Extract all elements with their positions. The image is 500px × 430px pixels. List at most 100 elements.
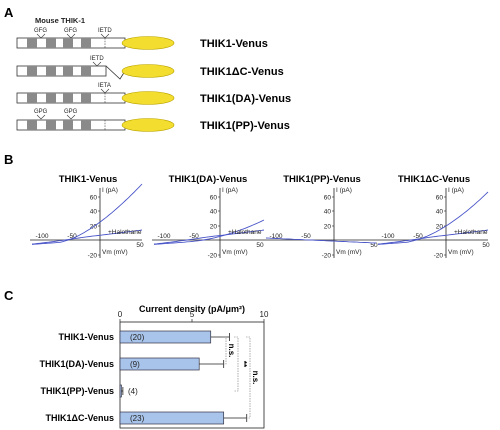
panel-label-a: A <box>4 5 14 20</box>
y-tick-label: -20 <box>208 253 218 260</box>
y-tick-label: 40 <box>436 209 444 216</box>
y-axis-label: I (pA) <box>336 187 352 194</box>
y-tick-label: 40 <box>210 209 218 216</box>
x-tick-label: -50 <box>301 233 311 240</box>
construct-row-2: IETD THIK1ΔC-Venus <box>16 56 284 80</box>
significance-bracket-3: n.s. <box>246 336 260 419</box>
y-tick-label: -20 <box>88 253 98 260</box>
plot-title: THIK1(PP)-Venus <box>283 174 361 185</box>
x-tick-label: 50 <box>136 242 144 249</box>
plot-title: THIK1-Venus <box>59 174 118 185</box>
iv-plots: THIK1-Venus I (pA) 60 40 20 -20 -100 -50 50 Vm (m… <box>30 174 490 260</box>
panel-a-header: Mouse THIK-1 <box>35 16 85 25</box>
bar-row-2: THIK1(DA)-Venus (9) <box>39 357 225 371</box>
y-tick-label: -20 <box>434 253 444 260</box>
y-axis-label: I (pA) <box>102 187 118 194</box>
iv-plot-4: THIK1ΔC-Venus I (pA) 60 40 20 -20 -100 -50 50 Vm … <box>376 174 490 260</box>
panel-label-c: C <box>4 288 14 303</box>
iv-trace-halothane <box>153 229 265 245</box>
tm-segments <box>27 66 91 76</box>
y-tick-label: 20 <box>324 224 332 231</box>
construct-name: THIK1ΔC-Venus <box>200 66 284 78</box>
construct-name: THIK1(PP)-Venus <box>200 120 290 132</box>
x-tick-label: -100 <box>381 233 394 240</box>
y-tick-label: 60 <box>436 195 444 202</box>
venus-tag <box>121 91 175 105</box>
y-tick-label: 60 <box>324 195 332 202</box>
n-label: (4) <box>128 387 138 396</box>
significance-label: n.s. <box>251 371 260 385</box>
motif-label: GFG <box>34 28 47 34</box>
construct-name: THIK1(DA)-Venus <box>200 93 291 105</box>
category-label: THIK1-Venus <box>58 332 114 342</box>
bar-row-1: THIK1-Venus (20) <box>58 330 230 344</box>
halothane-annotation: +Halothane <box>228 229 262 236</box>
bar-row-3: THIK1(PP)-Venus (4) <box>40 384 138 398</box>
plot-title: THIK1(DA)-Venus <box>169 174 248 185</box>
y-tick-label: 20 <box>436 224 444 231</box>
tm-segments <box>27 38 91 48</box>
y-tick-label: 60 <box>90 195 98 202</box>
construct-row-3: IETA THIK1(DA)-Venus <box>16 83 291 105</box>
bracket-line <box>234 336 239 392</box>
x-axis-label: Vm (mV) <box>102 249 128 256</box>
construct-row-4: GPG GPG THIK1(PP)-Venus <box>16 109 290 132</box>
venus-tag <box>121 64 175 78</box>
category-label: THIK1(PP)-Venus <box>40 386 114 396</box>
x-axis-label: Vm (mV) <box>336 249 362 256</box>
iv-plot-2: THIK1(DA)-Venus I (pA) 60 40 20 -20 -100 -50 50 V… <box>152 174 265 260</box>
motif-pointer <box>36 33 110 39</box>
halothane-annotation: +Halothane <box>454 229 488 236</box>
x-tick-label: 50 <box>370 242 378 249</box>
x-tick-label: 10 <box>260 310 269 319</box>
significance-label: n.s. <box>227 344 236 358</box>
y-tick-label: -20 <box>322 253 332 260</box>
bracket-line <box>222 336 227 365</box>
n-label: (20) <box>130 333 145 342</box>
panel-label-b: B <box>4 152 13 167</box>
category-label: THIK1ΔC-Venus <box>46 413 114 423</box>
significance-label: ** <box>239 361 248 368</box>
y-tick-label: 40 <box>324 209 332 216</box>
bar-row-4: THIK1ΔC-Venus (23) <box>46 411 248 425</box>
x-tick-label: -100 <box>157 233 170 240</box>
significance-bracket-1: n.s. <box>222 336 236 365</box>
construct-name: THIK1-Venus <box>200 38 268 50</box>
motif-label: IETD <box>90 56 104 62</box>
iv-plot-3: THIK1(PP)-Venus I (pA) 60 40 20 -20 -100 -50 50 V… <box>264 174 378 260</box>
iv-trace-control <box>265 237 377 244</box>
iv-trace-control <box>377 191 489 245</box>
x-tick-label: -50 <box>413 233 423 240</box>
significance-bracket-2: ** <box>234 336 248 392</box>
motif-pointer <box>92 61 102 67</box>
bar-chart-title: Current density (pA/μm²) <box>139 304 245 314</box>
x-axis-label: Vm (mV) <box>222 249 248 256</box>
motif-pointer <box>100 88 110 94</box>
motif-label: GPG <box>64 109 78 115</box>
y-tick-label: 20 <box>210 224 218 231</box>
bar <box>119 384 122 398</box>
y-axis-label: I (pA) <box>448 187 464 194</box>
motif-label: GPG <box>34 109 48 115</box>
thik1-truncated-body <box>16 65 107 77</box>
n-label: (9) <box>130 360 140 369</box>
iv-trace-control <box>153 219 265 245</box>
tm-segments <box>27 120 91 130</box>
x-tick-label: -100 <box>35 233 48 240</box>
category-label: THIK1(DA)-Venus <box>39 359 114 369</box>
x-tick-label: -50 <box>189 233 199 240</box>
iv-trace-halothane <box>377 229 489 245</box>
motif-label: IETA <box>98 83 111 89</box>
tm-segments <box>27 93 91 103</box>
bracket-line <box>246 336 251 419</box>
motif-pointer <box>36 114 76 120</box>
x-tick-label: 50 <box>482 242 490 249</box>
venus-tag <box>121 36 175 50</box>
plot-title: THIK1ΔC-Venus <box>398 174 470 185</box>
x-tick-label: -100 <box>269 233 282 240</box>
y-tick-label: 60 <box>210 195 218 202</box>
x-axis-label: Vm (mV) <box>448 249 474 256</box>
